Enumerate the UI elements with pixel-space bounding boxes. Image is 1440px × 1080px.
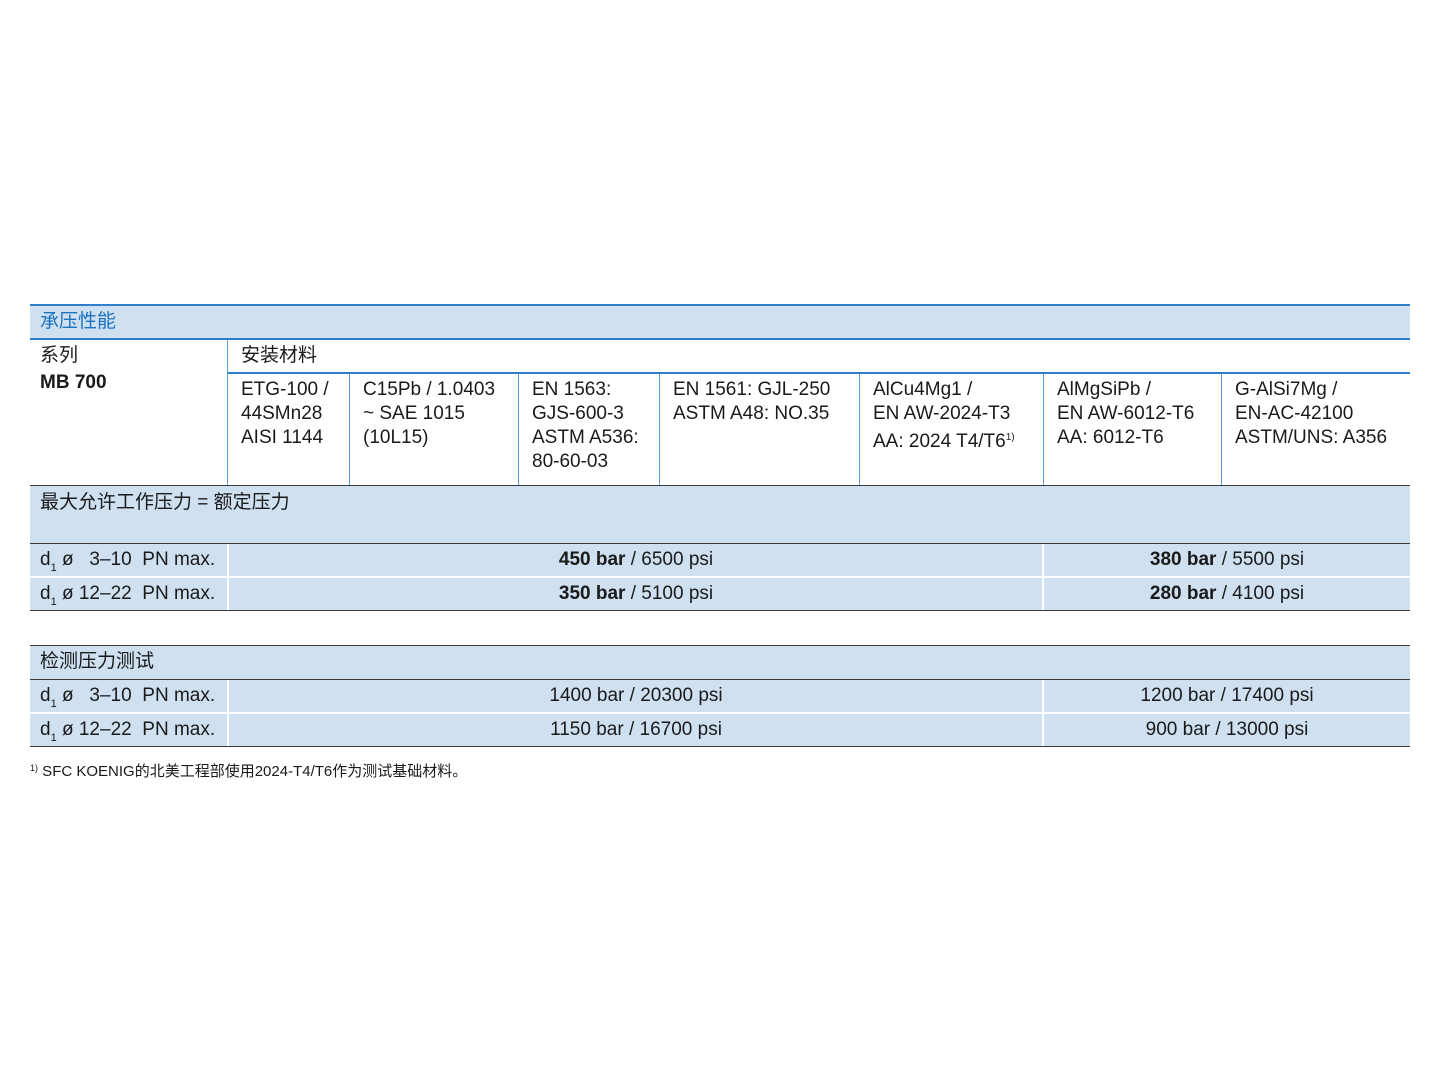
divider: [227, 340, 228, 485]
test-pressure-band: [30, 645, 1410, 746]
material-cell: G-AlSi7Mg / EN-AC-42100 ASTM/UNS: A356: [1235, 379, 1388, 448]
row-label: d1 ø 12–22 PN max.: [40, 719, 216, 744]
divider: [30, 576, 1410, 578]
divider: [1042, 680, 1044, 746]
material-cell: AlCu4Mg1 / EN AW-2024-T3 AA: 2024 T4/T61…: [873, 378, 1015, 454]
material-cell: EN 1561: GJL-250 ASTM A48: NO.35: [673, 379, 831, 424]
divider: [30, 746, 1410, 747]
divider: [30, 338, 1410, 340]
divider: [227, 680, 229, 746]
series-label: 系列: [40, 345, 79, 366]
row-label: d1 ø 3–10 PN max.: [40, 549, 216, 574]
divider: [30, 679, 1410, 680]
divider: [30, 304, 1410, 306]
divider: [30, 610, 1410, 611]
section-header-band: [30, 305, 1410, 339]
divider: [349, 374, 350, 485]
pressure-value: 350 bar / 5100 psi: [558, 583, 714, 604]
divider: [1043, 374, 1044, 485]
pressure-value: 1150 bar / 16700 psi: [550, 719, 722, 740]
divider: [30, 543, 1410, 544]
material-cell: EN 1563: GJS-600-3 ASTM A536: 80-60-03: [532, 379, 639, 472]
material-text: AlCu4Mg1 / EN AW-2024-T3 AA: 2024 T4/T6: [873, 379, 1011, 452]
material-cell: ETG-100 / 44SMn28 AISI 1144: [241, 379, 329, 448]
test-pressure-title: 检测压力测试: [40, 651, 155, 672]
pressure-value: 1200 bar / 17400 psi: [1140, 685, 1314, 706]
pressure-value: 1400 bar / 20300 psi: [549, 685, 723, 706]
pressure-value: 380 bar / 5500 psi: [1149, 549, 1305, 570]
pressure-value: 450 bar / 6500 psi: [558, 549, 714, 570]
section-title: 承压性能: [40, 311, 117, 332]
divider: [30, 645, 1410, 646]
footnote: 1) SFC KOENIG的北美工程部使用2024-T4/T6作为测试基础材料。: [30, 758, 467, 782]
divider: [227, 544, 229, 610]
pressure-value: 280 bar / 4100 psi: [1149, 583, 1305, 604]
materials-label: 安装材料: [241, 345, 318, 366]
divider: [1221, 374, 1222, 485]
series-value: MB 700: [40, 372, 107, 393]
working-pressure-title: 最大允许工作压力 = 额定压力: [40, 492, 290, 513]
divider: [1042, 544, 1044, 610]
working-pressure-band: [30, 485, 1410, 611]
row-label: d1 ø 3–10 PN max.: [40, 685, 216, 710]
divider: [859, 374, 860, 485]
divider: [30, 712, 1410, 714]
row-label: d1 ø 12–22 PN max.: [40, 583, 216, 608]
divider: [518, 374, 519, 485]
footnote-mark: 1): [30, 763, 39, 773]
footnote-text: SFC KOENIG的北美工程部使用2024-T4/T6作为测试基础材料。: [38, 763, 468, 780]
material-cell: AlMgSiPb / EN AW-6012-T6 AA: 6012-T6: [1057, 379, 1195, 448]
divider: [227, 372, 1410, 374]
divider: [30, 485, 1410, 486]
footnote-mark: 1): [1005, 432, 1015, 443]
pressure-value: 900 bar / 13000 psi: [1145, 719, 1309, 740]
material-cell: C15Pb / 1.0403 ~ SAE 1015 (10L15): [363, 379, 496, 448]
divider: [659, 374, 660, 485]
